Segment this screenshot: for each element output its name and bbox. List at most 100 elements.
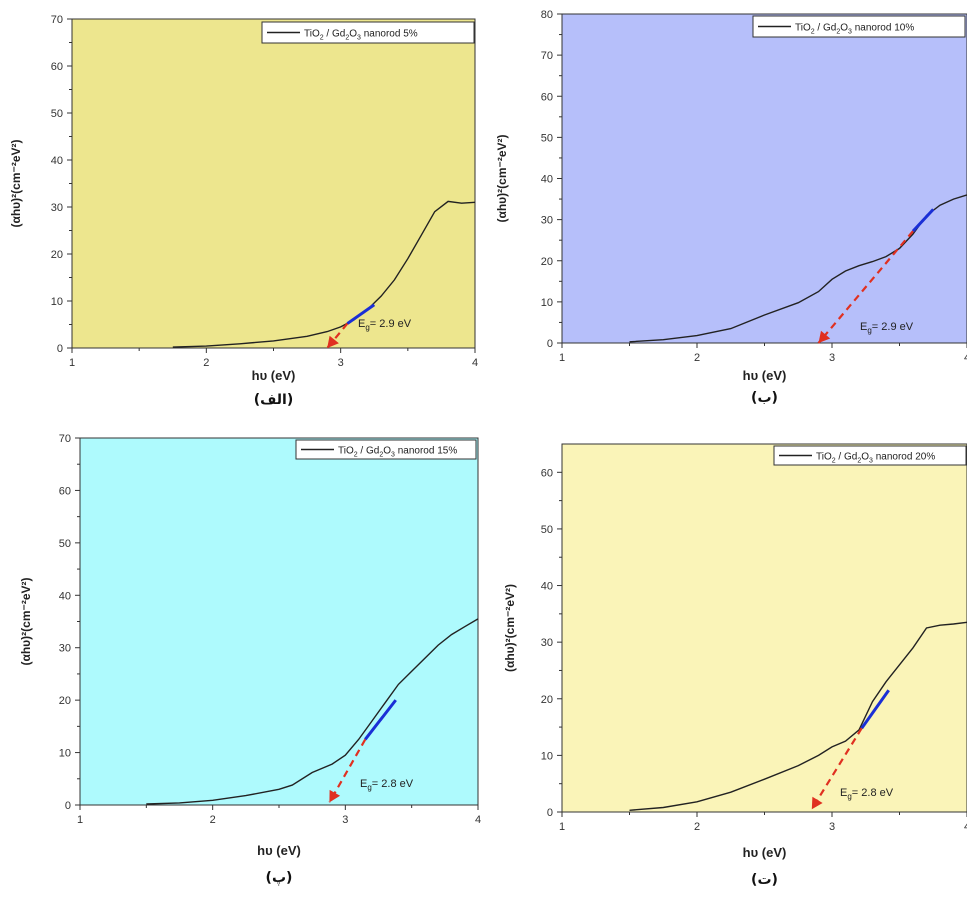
y-tick-label: 0 <box>547 338 553 350</box>
legend-part: nanorod 15% <box>395 446 457 457</box>
y-tick-label: 0 <box>57 343 63 355</box>
y-axis-label: (αhυ)²(cm⁻²eV²) <box>19 577 33 665</box>
y-tick-label: 60 <box>541 91 553 103</box>
y-tick-label: 60 <box>59 485 71 497</box>
annotation-main: E <box>840 787 847 799</box>
y-axis-label: (αhυ)²(cm⁻²eV²) <box>495 134 509 222</box>
y-tick-label: 20 <box>59 695 71 707</box>
y-tick-label: 40 <box>51 155 63 167</box>
annotation-main: E <box>358 318 365 330</box>
x-tick-label: 2 <box>694 821 700 833</box>
annotation-subscript: g <box>367 783 371 792</box>
extrapolation-arrowhead <box>329 789 341 803</box>
extrapolation-arrowhead <box>811 796 823 810</box>
annotation-value: = 2.9 eV <box>370 318 412 330</box>
legend-entry: TiO2 / Gd2O3 nanorod 20% <box>816 452 935 465</box>
band-gap-annotation: Eg= 2.8 eV <box>840 787 894 801</box>
y-tick-label: 20 <box>51 249 63 261</box>
y-tick-label: 0 <box>547 807 553 819</box>
band-gap-annotation: Eg= 2.8 eV <box>360 778 414 792</box>
legend-box <box>261 21 475 44</box>
data-series-line <box>629 621 967 811</box>
y-axis-label: (αhυ)²(cm⁻²eV²) <box>503 584 517 672</box>
y-tick-label: 50 <box>59 538 71 550</box>
legend-subscript: 2 <box>857 458 861 465</box>
legend-part: O <box>383 446 391 457</box>
y-tick-label: 50 <box>51 108 63 120</box>
y-tick-label: 50 <box>541 524 553 536</box>
x-tick-label: 3 <box>829 821 835 833</box>
x-tick-label: 4 <box>964 821 967 833</box>
y-tick-label: 70 <box>59 433 71 445</box>
legend-box <box>752 15 966 38</box>
legend-part: O <box>840 23 848 34</box>
annotation-value: = 2.8 eV <box>372 778 414 790</box>
band-gap-annotation: Eg= 2.9 eV <box>860 321 914 335</box>
y-tick-label: 80 <box>541 9 553 21</box>
legend-subscript: 2 <box>832 458 836 465</box>
x-tick-label: 2 <box>210 814 216 826</box>
legend-part: nanorod 5% <box>361 29 418 40</box>
legend-subscript: 2 <box>345 35 349 42</box>
y-tick-label: 20 <box>541 694 553 706</box>
legend-subscript: 3 <box>357 35 361 42</box>
plot-area <box>79 437 479 806</box>
x-tick-label: 1 <box>77 814 83 826</box>
y-tick-label: 70 <box>541 50 553 62</box>
x-tick-label: 1 <box>559 821 565 833</box>
panel-5-percent: 1 2 3 4 0 10 20 30 40 50 60 70 Eg= 2.9 eV TiO2 / Gd2O… <box>0 0 484 412</box>
x-axis-label: hυ (eV) <box>252 368 296 383</box>
legend-entry: TiO2 / Gd2O3 nanorod 5% <box>304 29 418 42</box>
panel-caption: (الف) <box>254 392 294 408</box>
linear-fit-line <box>860 689 890 730</box>
legend-subscript: 2 <box>379 452 383 459</box>
legend-subscript: 3 <box>391 452 395 459</box>
panel-caption: (ت) <box>751 872 778 888</box>
y-tick-label: 20 <box>541 256 553 268</box>
y-tick-label: 10 <box>51 296 63 308</box>
y-tick-label: 10 <box>541 297 553 309</box>
x-tick-label: 3 <box>338 357 344 369</box>
y-tick-label: 10 <box>59 748 71 760</box>
annotation-subscript: g <box>365 323 369 332</box>
annotation-value: = 2.8 eV <box>852 787 894 799</box>
legend-part: / Gd <box>836 452 858 463</box>
legend-part: TiO <box>338 446 354 457</box>
legend-part: O <box>861 452 869 463</box>
data-series-line <box>146 618 479 805</box>
x-tick-label: 4 <box>475 814 481 826</box>
legend-subscript: 3 <box>869 458 873 465</box>
x-tick-label: 2 <box>694 352 700 364</box>
y-tick-label: 30 <box>541 215 553 227</box>
plot-area <box>561 443 967 813</box>
annotation-subscript: g <box>867 326 871 335</box>
legend-entry: TiO2 / Gd2O3 nanorod 15% <box>338 446 457 459</box>
x-tick-label: 4 <box>472 357 478 369</box>
extrapolation-dashed-line <box>810 727 863 810</box>
legend-part: nanorod 20% <box>873 452 935 463</box>
legend-subscript: 3 <box>848 29 852 36</box>
y-tick-label: 40 <box>541 581 553 593</box>
legend-box <box>295 439 477 460</box>
legend-box <box>773 445 967 466</box>
legend-subscript: 2 <box>836 29 840 36</box>
legend-subscript: 2 <box>811 29 815 36</box>
y-tick-label: 50 <box>541 132 553 144</box>
linear-fit-line <box>364 699 397 741</box>
plot-area <box>71 18 476 349</box>
extrapolation-arrowhead <box>818 330 831 343</box>
y-tick-label: 30 <box>541 637 553 649</box>
annotation-value: = 2.9 eV <box>872 321 914 333</box>
y-tick-label: 40 <box>59 590 71 602</box>
annotation-subscript: g <box>847 792 851 801</box>
x-axis-label: hυ (eV) <box>743 368 787 383</box>
y-tick-label: 60 <box>541 467 553 479</box>
x-tick-label: 1 <box>69 357 75 369</box>
panel-caption: (ب) <box>751 390 778 406</box>
y-tick-label: 60 <box>51 61 63 73</box>
